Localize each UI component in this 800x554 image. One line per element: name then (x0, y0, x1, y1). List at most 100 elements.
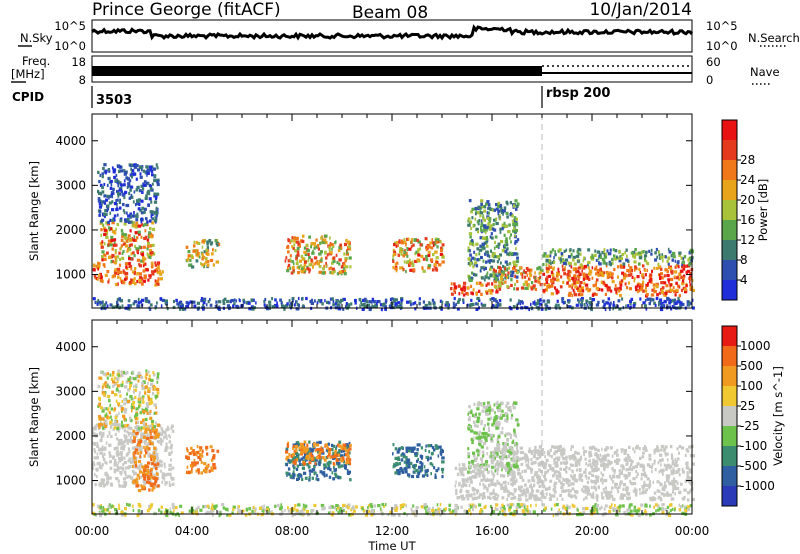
scatter-cell (144, 196, 148, 200)
scatter-cell (108, 407, 110, 411)
scatter-cell (311, 476, 314, 480)
scatter-cell (500, 206, 503, 211)
scatter-cell (494, 269, 497, 273)
scatter-cell (583, 281, 586, 285)
scatter-cell (480, 202, 483, 206)
scatter-cell (625, 258, 629, 262)
scatter-cell (629, 302, 632, 306)
scatter-cell (475, 209, 477, 213)
scatter-cell (127, 399, 131, 403)
scatter-cell (195, 251, 197, 255)
scatter-cell (485, 250, 489, 254)
scatter-cell (148, 184, 152, 188)
scatter-cell (307, 465, 311, 469)
scatter-cell (590, 465, 594, 469)
scatter-cell (567, 483, 571, 487)
scatter-cell (492, 488, 495, 492)
scatter-cell (493, 496, 497, 500)
scatter-cell (124, 237, 129, 241)
scatter-cell (591, 266, 594, 270)
scatter-cell (534, 279, 538, 283)
scatter-cell (544, 464, 547, 468)
colorbar-segment (722, 280, 737, 300)
scatter-cell (139, 439, 143, 443)
scatter-cell (497, 204, 501, 208)
scatter-cell (108, 443, 111, 447)
scatter-cell (307, 252, 310, 256)
scatter-cell (477, 471, 480, 475)
scatter-cell (511, 267, 515, 271)
scatter-cell (160, 437, 162, 441)
scatter-cell (100, 203, 103, 207)
scatter-cell (135, 456, 138, 460)
scatter-cell (491, 491, 495, 495)
scatter-cell (594, 465, 597, 469)
scatter-cell (525, 487, 529, 491)
scatter-cell (619, 293, 622, 298)
scatter-cell (343, 453, 346, 457)
scatter-cell (328, 248, 331, 252)
scatter-cell (129, 386, 131, 390)
scatter-cell (636, 275, 640, 279)
scatter-cell (140, 432, 144, 436)
scatter-cell (467, 246, 470, 250)
scatter-cell (524, 286, 528, 290)
scatter-cell (293, 449, 297, 453)
scatter-cell (596, 250, 601, 254)
scatter-cell (341, 269, 344, 274)
scatter-cell (650, 465, 653, 470)
scatter-cell (308, 476, 311, 480)
scatter-cell (339, 458, 342, 462)
scatter-cell (482, 495, 486, 499)
scatter-cell (140, 199, 144, 203)
scatter-cell (494, 240, 496, 244)
scatter-cell (611, 261, 614, 265)
scatter-cell (595, 258, 598, 262)
scatter-cell (485, 411, 489, 415)
scatter-cell (318, 462, 321, 467)
scatter-cell (497, 421, 501, 425)
scatter-cell (132, 429, 136, 433)
scatter-cell (165, 445, 168, 450)
scatter-cell (138, 374, 142, 379)
scatter-cell (285, 450, 289, 454)
scatter-cell (384, 301, 387, 305)
scatter-cell (131, 409, 133, 413)
scatter-cell (545, 270, 550, 274)
scatter-cell (140, 426, 143, 430)
scatter-cell (650, 252, 653, 256)
scatter-cell (581, 269, 583, 273)
scatter-cell (506, 262, 509, 266)
scatter-cell (155, 456, 158, 460)
scatter-cell (437, 454, 440, 458)
scatter-cell (148, 430, 151, 434)
scatter-cell (97, 404, 100, 408)
scatter-cell (594, 249, 597, 253)
scatter-cell (531, 281, 534, 285)
scatter-cell (497, 481, 501, 485)
scatter-cell (470, 437, 475, 441)
scatter-cell (405, 463, 408, 468)
scatter-cell (361, 303, 364, 307)
scatter-cell (142, 169, 145, 173)
freq-label-bottom: [MHz] (11, 67, 45, 81)
scatter-cell (212, 456, 216, 460)
scatter-cell (108, 201, 112, 205)
scatter-cell (630, 251, 635, 255)
scatter-cell (154, 394, 158, 398)
scatter-cell (632, 305, 635, 309)
scatter-cell (427, 250, 431, 254)
scatter-cell (137, 429, 140, 433)
scatter-cell (483, 468, 487, 472)
scatter-cell (403, 260, 406, 264)
scatter-cell (568, 467, 571, 471)
scatter-cell (199, 457, 202, 462)
scatter-cell (97, 170, 100, 174)
scatter-cell (616, 475, 619, 479)
scatter-cell (160, 460, 163, 464)
scatter-cell (113, 214, 117, 218)
scatter-cell (129, 239, 132, 243)
scatter-cell (392, 452, 394, 456)
scatter-cell (155, 405, 157, 409)
scatter-cell (296, 307, 300, 311)
